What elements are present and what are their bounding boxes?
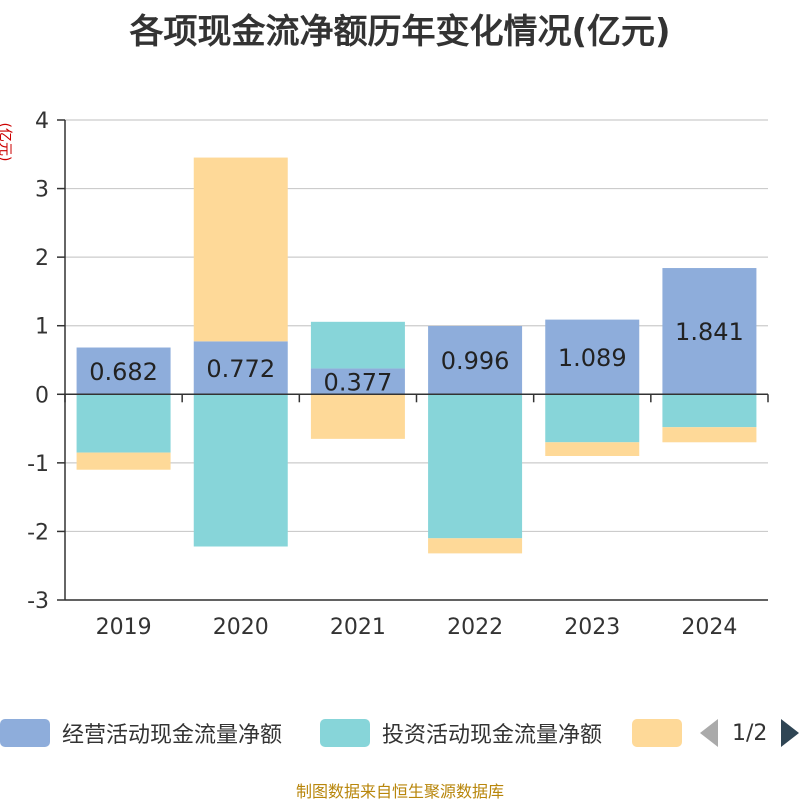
y-tick-label-4: 4: [35, 109, 49, 134]
legend-label-operating: 经营活动现金流量净额: [62, 723, 283, 748]
x-tick-label-2020: 2020: [213, 615, 269, 640]
bar-series1-2019: [76, 394, 171, 453]
data-label-2019: 0.682: [89, 358, 158, 386]
data-label-2023: 1.089: [558, 344, 627, 372]
legend-page-indicator: 1/2: [732, 720, 768, 746]
data-label-2024: 1.841: [675, 318, 744, 346]
legend-pager: 1/2: [700, 718, 800, 748]
bar-series0-2022: [428, 325, 523, 395]
bar-series2-2023: [545, 442, 640, 456]
y-tick-label-1: 1: [35, 315, 49, 340]
legend-label-investing: 投资活动现金流量净额: [382, 723, 603, 748]
legend-item-operating[interactable]: 经营活动现金流量净额: [0, 718, 282, 748]
bar-series0-2019: [76, 347, 171, 395]
bar-series1-2020: [193, 394, 288, 547]
footer-source-note: 制图数据来自恒生聚源数据库: [295, 782, 504, 801]
y-tick-label--3: -3: [27, 589, 49, 614]
x-tick-label-2023: 2023: [564, 615, 620, 640]
legend: 经营活动现金流量净额 投资活动现金流量净额 1/2: [0, 714, 800, 754]
x-tick-label-2019: 2019: [96, 615, 152, 640]
legend-swatch-financing: [632, 719, 682, 747]
bar-series0-2020: [193, 341, 288, 395]
chart-title: 各项现金流净额历年变化情况(亿元): [129, 12, 671, 52]
y-tick-label-3: 3: [35, 178, 49, 203]
bar-series1-2024: [662, 394, 757, 428]
y-tick-label-0: 0: [35, 383, 49, 408]
bar-series1-2023: [545, 394, 640, 443]
y-tick-label-2: 2: [35, 246, 49, 271]
bar-series2-2020: [193, 157, 288, 342]
data-label-2022: 0.996: [441, 347, 510, 375]
x-tick-label-2022: 2022: [447, 615, 503, 640]
y-tick-label--1: -1: [27, 452, 49, 477]
bar-series1-2021: [310, 321, 405, 369]
x-tick-label-2021: 2021: [330, 615, 386, 640]
bar-series0-2024: [662, 268, 757, 395]
bar-series0-2021: [310, 368, 405, 395]
chart-plot: -3 -2 -1 0 1 2 3 4 2019 2020 2021 2022 2023 2024 0.682…: [27, 109, 769, 640]
legend-item-investing[interactable]: 投资活动现金流量净额: [320, 718, 602, 748]
legend-swatch-investing: [320, 719, 370, 747]
legend-item-financing[interactable]: [632, 718, 694, 748]
data-label-2020: 0.772: [206, 355, 275, 383]
bar-series2-2024: [662, 427, 757, 443]
data-label-2021: 0.377: [324, 368, 393, 396]
bar-series2-2019: [76, 452, 171, 470]
legend-prev-page-icon[interactable]: [700, 719, 718, 747]
bar-series2-2021: [310, 394, 405, 439]
bar-series0-2023: [545, 319, 640, 395]
bar-series1-2022: [428, 394, 523, 539]
x-tick-label-2024: 2024: [681, 615, 737, 640]
legend-next-page-icon[interactable]: [781, 719, 800, 747]
legend-swatch-operating: [0, 719, 50, 747]
y-tick-label--2: -2: [27, 520, 49, 545]
bar-series2-2022: [428, 538, 523, 554]
